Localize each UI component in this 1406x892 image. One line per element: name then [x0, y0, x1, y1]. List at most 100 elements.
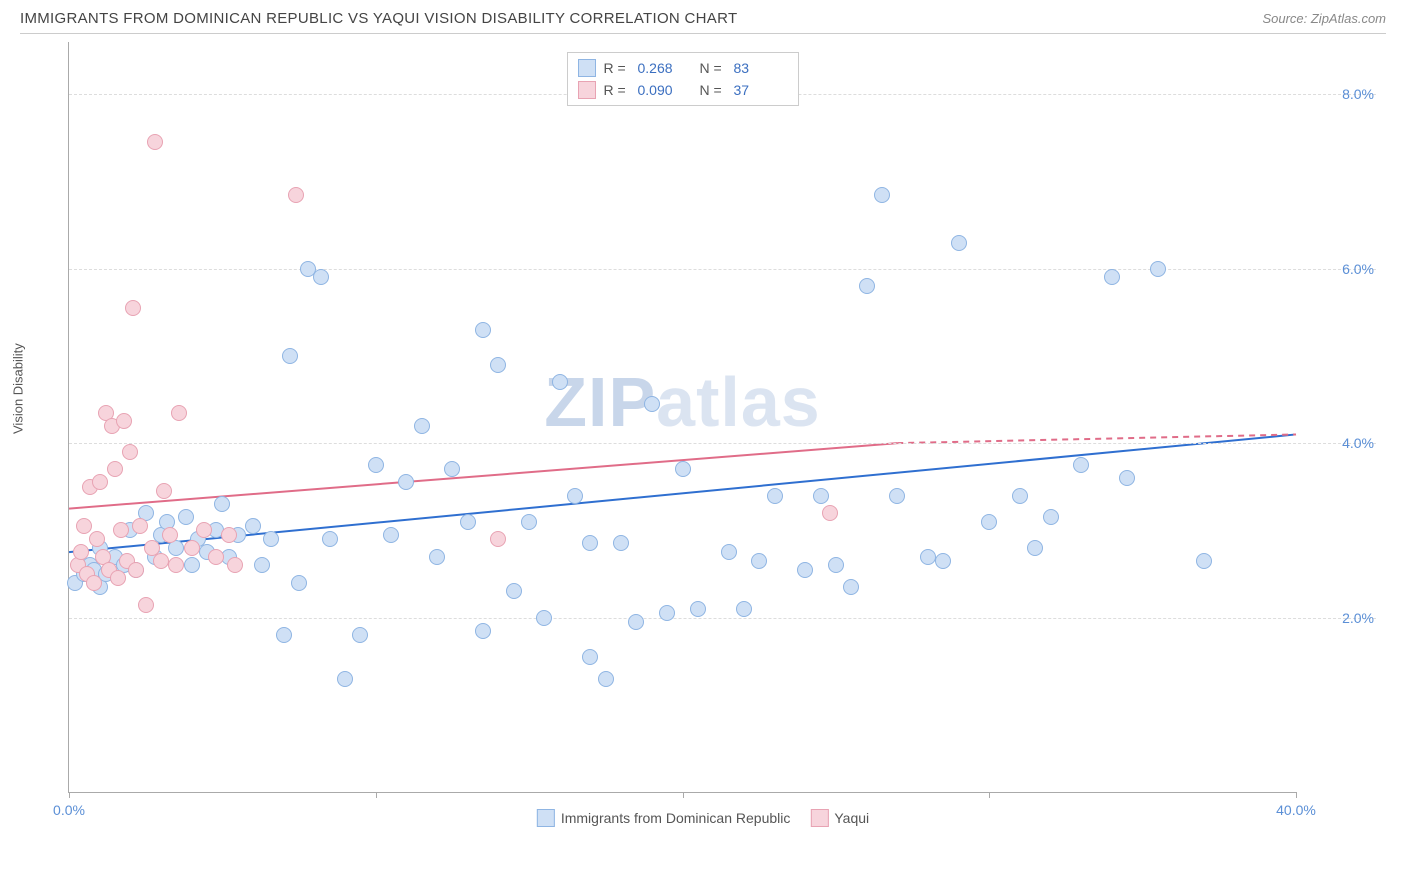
- data-point-yaqui: [162, 527, 178, 543]
- data-point-dominican: [214, 496, 230, 512]
- data-point-dominican: [475, 623, 491, 639]
- data-point-yaqui: [113, 522, 129, 538]
- data-point-yaqui: [184, 540, 200, 556]
- data-point-dominican: [313, 269, 329, 285]
- data-point-dominican: [1150, 261, 1166, 277]
- n-label: N =: [700, 60, 726, 76]
- r-value-dominican: 0.268: [638, 60, 692, 76]
- data-point-dominican: [797, 562, 813, 578]
- xtick: [69, 792, 70, 798]
- ytick-label: 4.0%: [1342, 435, 1374, 451]
- data-point-dominican: [1196, 553, 1212, 569]
- chart-source: Source: ZipAtlas.com: [1262, 11, 1386, 26]
- data-point-yaqui: [89, 531, 105, 547]
- data-point-yaqui: [147, 134, 163, 150]
- data-point-dominican: [1043, 509, 1059, 525]
- data-point-dominican: [736, 601, 752, 617]
- data-point-yaqui: [288, 187, 304, 203]
- data-point-dominican: [582, 535, 598, 551]
- chart-header: IMMIGRANTS FROM DOMINICAN REPUBLIC VS YA…: [0, 0, 1406, 33]
- data-point-dominican: [178, 509, 194, 525]
- legend-item-yaqui: Yaqui: [810, 809, 869, 827]
- r-label: R =: [604, 82, 630, 98]
- data-point-dominican: [843, 579, 859, 595]
- data-point-dominican: [582, 649, 598, 665]
- data-point-dominican: [690, 601, 706, 617]
- data-point-dominican: [337, 671, 353, 687]
- ytick-label: 6.0%: [1342, 261, 1374, 277]
- data-point-dominican: [291, 575, 307, 591]
- ytick-label: 8.0%: [1342, 86, 1374, 102]
- correlation-stats-box: R = 0.268 N = 83 R = 0.090 N = 37: [567, 52, 799, 106]
- legend-swatch-yaqui: [810, 809, 828, 827]
- data-point-dominican: [935, 553, 951, 569]
- data-point-dominican: [721, 544, 737, 560]
- data-point-dominican: [245, 518, 261, 534]
- data-point-dominican: [475, 322, 491, 338]
- data-point-dominican: [644, 396, 660, 412]
- data-point-dominican: [352, 627, 368, 643]
- data-point-dominican: [1012, 488, 1028, 504]
- data-point-dominican: [567, 488, 583, 504]
- data-point-dominican: [675, 461, 691, 477]
- legend-bottom: Immigrants from Dominican Republic Yaqui: [537, 809, 869, 827]
- data-point-yaqui: [86, 575, 102, 591]
- xtick: [989, 792, 990, 798]
- data-point-dominican: [444, 461, 460, 477]
- data-point-yaqui: [490, 531, 506, 547]
- data-point-yaqui: [208, 549, 224, 565]
- data-point-yaqui: [92, 474, 108, 490]
- data-point-dominican: [383, 527, 399, 543]
- xtick: [1296, 792, 1297, 798]
- xtick: [376, 792, 377, 798]
- data-point-yaqui: [110, 570, 126, 586]
- data-point-dominican: [1119, 470, 1135, 486]
- gridline-h: [69, 618, 1376, 619]
- data-point-dominican: [1104, 269, 1120, 285]
- xtick: [683, 792, 684, 798]
- stats-row-yaqui: R = 0.090 N = 37: [578, 79, 788, 101]
- y-axis-label: Vision Disability: [11, 343, 26, 434]
- data-point-yaqui: [196, 522, 212, 538]
- data-point-dominican: [490, 357, 506, 373]
- data-point-dominican: [767, 488, 783, 504]
- data-point-dominican: [1027, 540, 1043, 556]
- data-point-yaqui: [822, 505, 838, 521]
- data-point-yaqui: [116, 413, 132, 429]
- xtick-label: 40.0%: [1276, 802, 1316, 818]
- data-point-dominican: [282, 348, 298, 364]
- data-point-yaqui: [227, 557, 243, 573]
- n-value-yaqui: 37: [734, 82, 788, 98]
- data-point-dominican: [920, 549, 936, 565]
- data-point-yaqui: [153, 553, 169, 569]
- data-point-dominican: [322, 531, 338, 547]
- data-point-dominican: [751, 553, 767, 569]
- data-point-dominican: [536, 610, 552, 626]
- gridline-h: [69, 443, 1376, 444]
- chart-container: Vision Disability ZIPatlas R = 0.268 N =…: [20, 33, 1386, 833]
- plot-area: ZIPatlas R = 0.268 N = 83 R = 0.090 N = …: [68, 42, 1296, 793]
- data-point-dominican: [874, 187, 890, 203]
- data-point-yaqui: [107, 461, 123, 477]
- data-point-yaqui: [221, 527, 237, 543]
- data-point-dominican: [552, 374, 568, 390]
- data-point-yaqui: [76, 518, 92, 534]
- data-point-yaqui: [156, 483, 172, 499]
- data-point-dominican: [859, 278, 875, 294]
- data-point-dominican: [429, 549, 445, 565]
- swatch-yaqui: [578, 81, 596, 99]
- legend-item-dominican: Immigrants from Dominican Republic: [537, 809, 791, 827]
- data-point-dominican: [628, 614, 644, 630]
- data-point-dominican: [613, 535, 629, 551]
- data-point-dominican: [889, 488, 905, 504]
- data-point-yaqui: [122, 444, 138, 460]
- data-point-dominican: [951, 235, 967, 251]
- trend-line: [897, 434, 1296, 443]
- data-point-dominican: [506, 583, 522, 599]
- data-point-dominican: [813, 488, 829, 504]
- data-point-dominican: [368, 457, 384, 473]
- data-point-dominican: [981, 514, 997, 530]
- ytick-label: 2.0%: [1342, 610, 1374, 626]
- gridline-h: [69, 269, 1376, 270]
- legend-label-yaqui: Yaqui: [834, 810, 869, 826]
